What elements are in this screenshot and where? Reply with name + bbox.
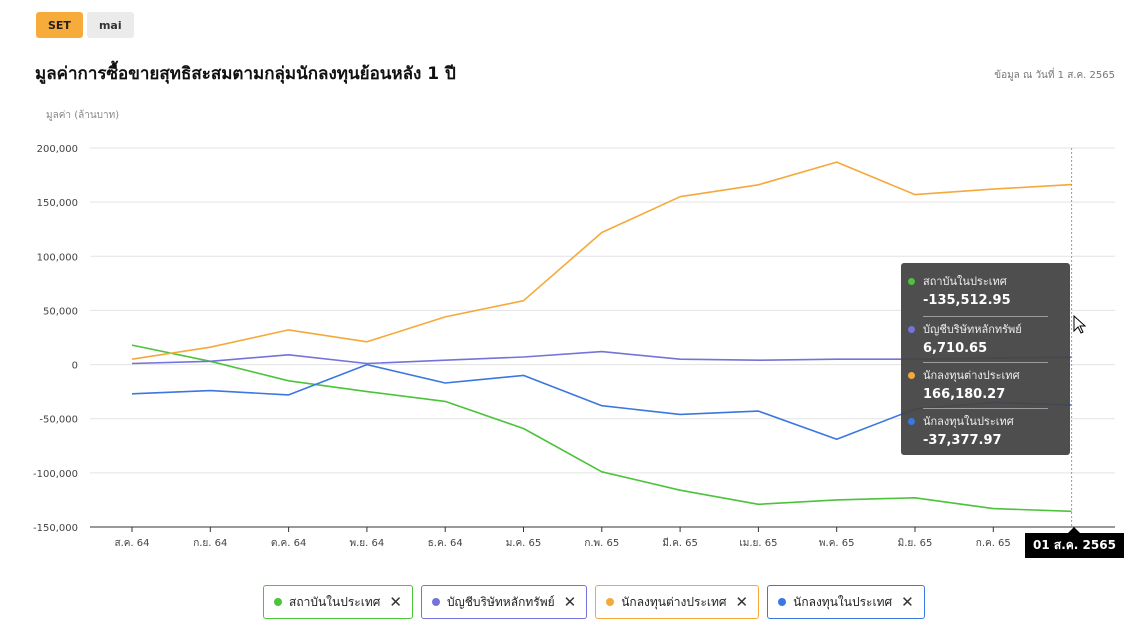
y-axis-label: มูลค่า (ล้านบาท) [46, 110, 120, 121]
series-line [131, 344, 1072, 513]
page-title: มูลค่าการซื้อขายสุทธิสะสมตามกลุ่มนักลงทุ… [35, 64, 456, 84]
tooltip-value: 6,710.65 [923, 341, 988, 356]
x-tick-label: มิ.ย. 65 [898, 538, 933, 549]
chart-tooltip: สถาบันในประเทศ -135,512.95 บัญชีบริษัทหล… [901, 263, 1070, 455]
mouse-cursor-icon [1073, 315, 1087, 334]
tab-set[interactable]: SET [36, 12, 83, 38]
y-tick-label: 50,000 [43, 306, 78, 317]
close-icon[interactable]: ✕ [735, 592, 749, 611]
x-tick-label: ม.ค. 65 [506, 538, 542, 549]
y-tick-label: 100,000 [37, 252, 78, 263]
legend: สถาบันในประเทศ ✕ บัญชีบริษัทหลักทรัพย์ ✕… [263, 585, 925, 619]
tooltip-value: -37,377.97 [923, 433, 1002, 448]
tooltip-dot [908, 325, 915, 333]
tooltip-series-name: นักลงทุนต่างประเทศ [923, 369, 1020, 382]
y-tick-label: 200,000 [37, 144, 78, 155]
tooltip-item: สถาบันในประเทศ -135,512.95 [908, 270, 1048, 316]
close-icon[interactable]: ✕ [389, 592, 402, 611]
legend-item-broker[interactable]: บัญชีบริษัทหลักทรัพย์ ✕ [420, 585, 588, 619]
line-chart[interactable]: 200,000 150,000 100,000 50,000 0 -50,000 -100,… [0, 0, 1137, 580]
legend-dot [431, 598, 440, 606]
tooltip-series-name: นักลงทุนในประเทศ [923, 415, 1014, 428]
tooltip-item: นักลงทุนต่างประเทศ 166,180.27 [908, 362, 1048, 408]
tooltip-dot [908, 417, 915, 425]
y-tick-label: 0 [72, 361, 78, 372]
tooltip-value: 166,180.27 [923, 387, 1006, 402]
legend-label: นักลงทุนต่างประเทศ [621, 594, 727, 609]
legend-item-institution[interactable]: สถาบันในประเทศ ✕ [263, 585, 413, 619]
tooltip-item: บัญชีบริษัทหลักทรัพย์ 6,710.65 [908, 316, 1048, 362]
close-icon[interactable]: ✕ [563, 592, 577, 611]
x-tick-label: พ.ย. 64 [350, 538, 385, 549]
y-tick-label: 150,000 [37, 198, 78, 209]
tooltip-dot [908, 277, 915, 285]
series-line [131, 161, 1072, 360]
tooltip-item: นักลงทุนในประเทศ -37,377.97 [908, 408, 1048, 454]
legend-item-foreign[interactable]: นักลงทุนต่างประเทศ ✕ [595, 585, 760, 619]
x-tick-label: พ.ค. 65 [819, 538, 855, 549]
legend-dot [778, 598, 787, 606]
legend-item-local[interactable]: นักลงทุนในประเทศ ✕ [767, 585, 925, 619]
legend-label: สถาบันในประเทศ [289, 594, 381, 609]
x-axis-hover-label: 01 ส.ค. 2565 [1025, 533, 1124, 558]
x-tick-label: มี.ค. 65 [662, 537, 698, 549]
x-tick-label: เม.ย. 65 [739, 538, 777, 549]
x-tick-label: ส.ค. 64 [114, 538, 149, 549]
tooltip-series-name: สถาบันในประเทศ [923, 275, 1007, 288]
legend-dot [274, 598, 282, 606]
x-tick-label: ก.ค. 65 [976, 538, 1011, 549]
tooltip-series-name: บัญชีบริษัทหลักทรัพย์ [923, 323, 1022, 336]
close-icon[interactable]: ✕ [901, 592, 914, 611]
tab-mai[interactable]: mai [86, 12, 134, 38]
legend-dot [606, 598, 615, 606]
y-tick-label: -100,000 [33, 469, 78, 480]
tooltip-dot [908, 371, 915, 379]
y-tick-label: -150,000 [33, 523, 78, 534]
x-tick-label: ธ.ค. 64 [428, 538, 463, 549]
legend-label: บัญชีบริษัทหลักทรัพย์ [446, 594, 555, 609]
x-tick-label: ต.ค. 64 [271, 538, 306, 549]
market-tabs: SET mai [36, 12, 134, 38]
tooltip-value: -135,512.95 [923, 293, 1011, 308]
y-tick-label: -50,000 [39, 415, 78, 426]
x-badge-arrow [1068, 527, 1080, 533]
legend-label: นักลงทุนในประเทศ [793, 594, 893, 609]
x-tick-label: ก.พ. 65 [584, 538, 619, 549]
as-of-date: ข้อมูล ณ วันที่ 1 ส.ค. 2565 [994, 70, 1115, 81]
x-tick-label: ก.ย. 64 [193, 538, 227, 549]
